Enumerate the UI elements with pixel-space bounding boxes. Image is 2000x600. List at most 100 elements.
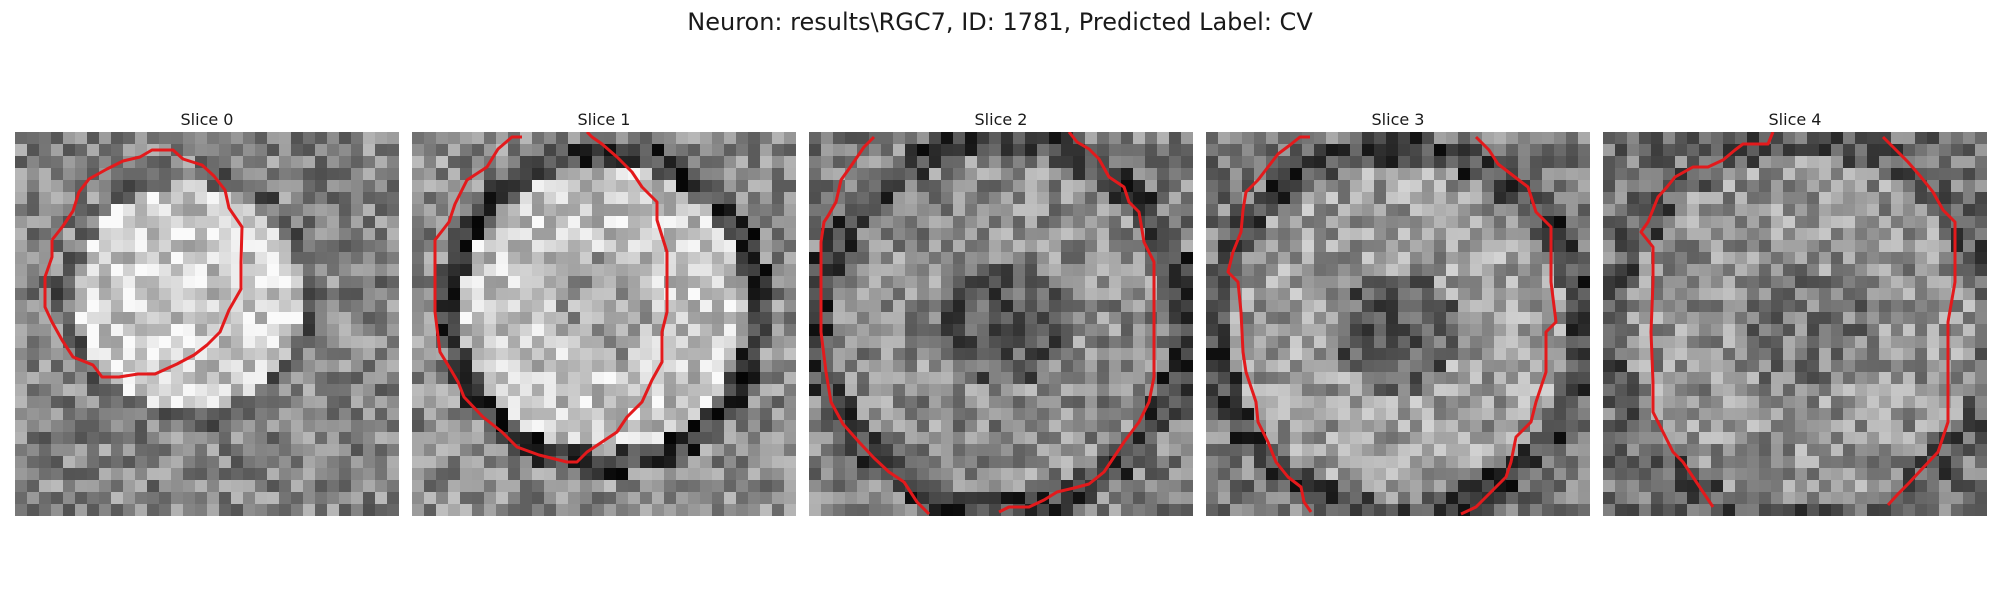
pixel-cell [183,384,196,397]
pixel-cell [1073,492,1086,505]
pixel-cell [1302,180,1315,193]
pixel-cell [592,492,605,505]
pixel-cell [1266,480,1279,493]
pixel-cell [1566,420,1579,433]
pixel-cell [845,468,858,481]
pixel-cell [1482,360,1495,373]
pixel-cell [1603,384,1616,397]
pixel-cell [1242,252,1255,265]
pixel-cell [1627,132,1640,145]
pixel-cell [1218,372,1231,385]
pixel-cell [1374,492,1387,505]
pixel-cell [496,444,509,457]
pixel-cell [520,324,533,337]
pixel-cell [135,492,148,505]
pixel-cell [1554,168,1567,181]
pixel-cell [520,228,533,241]
pixel-cell [315,456,328,469]
pixel-cell [1711,192,1724,205]
pixel-cell [363,408,376,421]
pixel-cell [1314,132,1327,145]
pixel-cell [616,384,629,397]
pixel-cell [1711,144,1724,157]
pixel-cell [893,312,906,325]
pixel-cell [1458,216,1471,229]
pixel-cell [1879,300,1892,313]
pixel-cell [869,132,882,145]
slice-image-1 [412,132,796,516]
pixel-cell [255,144,268,157]
pixel-cell [1771,456,1784,469]
pixel-cell [1542,156,1555,169]
pixel-cell [63,324,76,337]
pixel-cell [881,396,894,409]
pixel-cell [279,204,292,217]
pixel-cell [1181,276,1193,289]
pixel-cell [1578,348,1590,361]
pixel-cell [580,456,593,469]
pixel-cell [1145,192,1158,205]
pixel-cell [809,444,822,457]
pixel-cell [1506,348,1519,361]
pixel-cell [628,156,641,169]
pixel-cell [303,132,316,145]
pixel-cell [375,312,388,325]
pixel-cell [111,384,124,397]
pixel-cell [833,336,846,349]
pixel-cell [664,408,677,421]
pixel-cell [941,384,954,397]
pixel-cell [1542,480,1555,493]
pixel-cell [111,216,124,229]
pixel-cell [1037,312,1050,325]
pixel-cell [544,432,557,445]
pixel-cell [1446,336,1459,349]
pixel-cell [1374,480,1387,493]
pixel-cell [351,156,364,169]
pixel-cell [977,348,990,361]
pixel-cell [63,288,76,301]
pixel-cell [1915,204,1928,217]
pixel-cell [15,336,28,349]
pixel-cell [833,432,846,445]
pixel-cell [1157,432,1170,445]
pixel-cell [111,204,124,217]
pixel-cell [1687,240,1700,253]
pixel-cell [977,204,990,217]
pixel-cell [592,420,605,433]
pixel-cell [1542,144,1555,157]
pixel-cell [1747,204,1760,217]
pixel-cell [724,324,737,337]
pixel-cell [123,240,136,253]
pixel-cell [424,324,437,337]
pixel-cell [1085,216,1098,229]
pixel-cell [1795,348,1808,361]
pixel-cell [135,240,148,253]
pixel-cell [496,252,509,265]
pixel-cell [412,312,425,325]
pixel-cell [760,264,773,277]
pixel-cell [339,312,352,325]
pixel-cell [1783,336,1796,349]
pixel-cell [1278,300,1291,313]
pixel-cell [1410,300,1423,313]
pixel-cell [1651,456,1664,469]
pixel-cell [87,468,100,481]
pixel-cell [303,228,316,241]
pixel-cell [412,240,425,253]
pixel-cell [1230,372,1243,385]
pixel-cell [1169,132,1182,145]
pixel-cell [1374,192,1387,205]
pixel-cell [147,420,160,433]
pixel-cell [628,228,641,241]
pixel-cell [27,324,40,337]
pixel-cell [1434,192,1447,205]
pixel-cell [1314,276,1327,289]
pixel-cell [460,228,473,241]
pixel-cell [183,204,196,217]
pixel-cell [1133,480,1146,493]
pixel-cell [243,312,256,325]
pixel-cell [448,348,461,361]
pixel-cell [183,492,196,505]
pixel-cell [1013,204,1026,217]
pixel-cell [1723,312,1736,325]
